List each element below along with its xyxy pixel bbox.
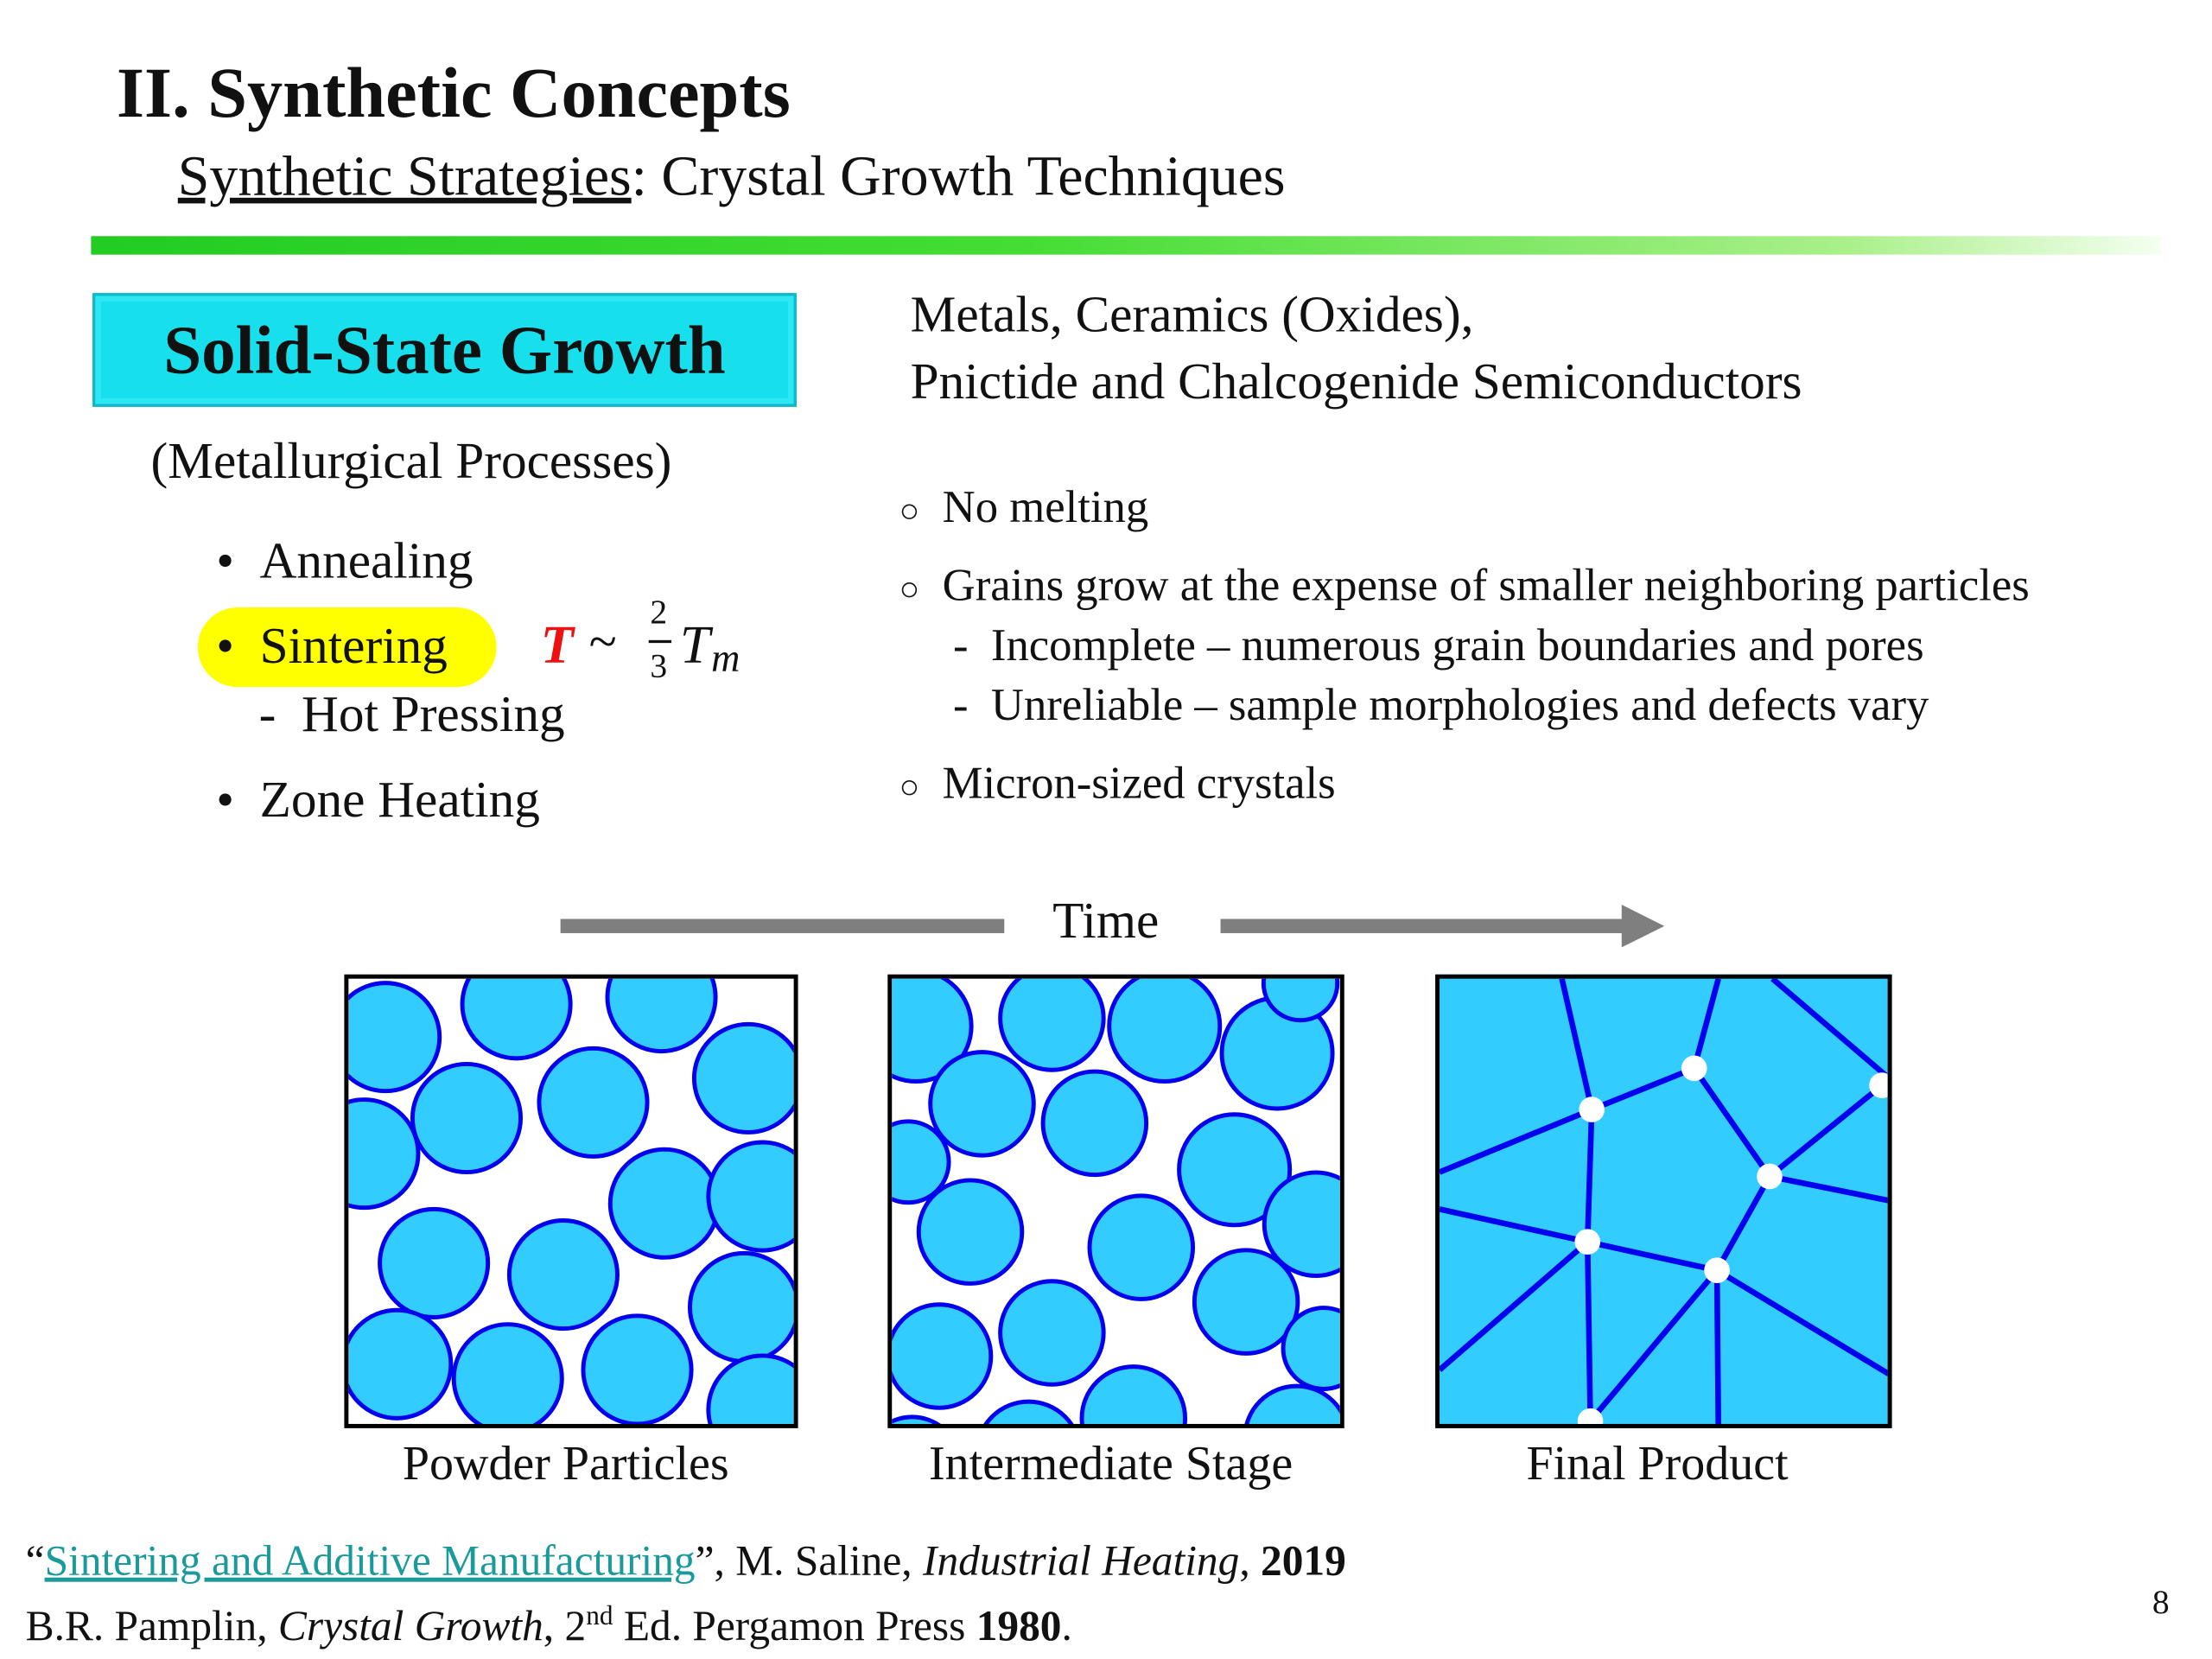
grain-particle [688,1250,794,1363]
grain-boundary [1440,1239,1590,1372]
grain-particle [1192,1248,1300,1356]
green-divider [91,236,2161,255]
grain-particle [706,1353,794,1424]
pore [1574,1229,1601,1255]
slide-subtitle: Synthetic Strategies: Crystal Growth Tec… [178,143,1286,209]
grain-particle [983,1399,1074,1424]
grain-boundary [1692,1066,1772,1179]
grain-particle [998,1279,1106,1387]
grain-particle [892,978,974,1084]
grain-particle [348,1307,454,1421]
grain-boundary [1559,978,1595,1110]
grain-boundary [1691,978,1721,1070]
reference-1: “Sintering and Additive Manufacturing”, … [25,1537,1346,1585]
subtitle-rest: : Crystal Growth Techniques [631,143,1286,208]
metallurgical-processes: (Metallurgical Processes) [150,432,672,490]
grain-particle [605,978,718,1054]
grain-particle [348,981,442,1094]
point-no-melting: ○ No melting [899,480,1149,532]
grain-particle [1244,1383,1340,1424]
solid-state-growth-box: Solid-State Growth [92,293,797,407]
time-arrowhead-icon [1621,905,1665,948]
time-label: Time [1052,892,1160,950]
grain-particle [1281,1306,1340,1391]
intermediate-stage-figure [892,978,1340,1424]
grain-particle [1261,978,1340,1023]
grain-particle [691,1021,794,1135]
materials-line-1: Metals, Ceramics (Oxides), [910,285,1474,343]
grain-particle [1079,1364,1188,1424]
grain-boundary [1588,1268,1719,1423]
grain-particle [410,1061,524,1175]
grain-particle [916,1178,1025,1286]
time-arrow-left-bar [560,918,1005,933]
subpoint-unreliable: - Unreliable – sample morphologies and d… [953,678,1929,730]
pore [1869,1072,1888,1098]
grain-boundary [1767,1083,1885,1179]
grain-particle [581,1313,694,1424]
final-product-figure [1440,978,1888,1424]
grain-particle [1177,1112,1293,1228]
grain-boundary [1584,1242,1593,1421]
caption-powder-particles: Powder Particles [402,1438,729,1491]
grain-boundary [1769,1173,1888,1204]
page-number: 8 [2152,1584,2170,1622]
grain-particle [1262,1170,1340,1278]
grain-boundary [1770,978,1888,1081]
grain-boundary [1714,1174,1772,1272]
sub-bullet-hot-pressing: - Hot Pressing [258,685,565,743]
grain-particle [348,1097,421,1211]
grain-particle [537,1046,650,1159]
grain-particle [378,1206,491,1319]
grain-boundary [1440,1206,1588,1245]
time-arrow-right-bar [1220,918,1626,933]
reference-1-link[interactable]: Sintering and Additive Manufacturing [44,1537,696,1585]
grain-particle [607,1147,721,1260]
grain-particle [451,1322,564,1424]
fraction-bar [648,639,672,644]
materials-line-2: Pnictide and Chalcogenide Semiconductors [910,353,1802,410]
bullet-zone-heating: • Zone Heating [216,771,540,829]
subpoint-incomplete: - Incomplete – numerous grain boundaries… [953,619,1924,671]
grain-particle [1087,1193,1196,1301]
point-micron-sized: ○ Micron-sized crystals [899,756,1336,809]
slide-title: II. Synthetic Concepts [116,52,791,133]
grain-boundary [1584,1109,1595,1243]
grain-particle [460,978,573,1061]
intermediate-stage-panel [887,974,1344,1428]
caption-final-product: Final Product [1526,1438,1789,1491]
grain-particle [1040,1069,1149,1178]
powder-particles-panel [344,974,798,1428]
grain-boundary [1713,1270,1721,1424]
grain-particle [928,1050,1036,1158]
bullet-annealing: • Annealing [216,531,474,589]
subtitle-underlined: Synthetic Strategies [177,143,632,208]
grain-particle [706,1140,794,1253]
sintering-highlight [197,607,497,688]
grain-particle [1107,978,1223,1084]
point-grains-grow: ○ Grains grow at the expense of smaller … [899,558,2030,611]
reference-2: B.R. Pamplin, Crystal Growth, 2nd Ed. Pe… [25,1601,1072,1650]
grain-particle [892,1119,951,1205]
grain-boundary [1586,1239,1718,1274]
pore [1757,1163,1783,1190]
powder-particles-figure [348,978,794,1424]
grain-particle [892,1302,994,1410]
pore [1704,1257,1730,1283]
grain-boundary [1590,1065,1695,1113]
grain-particle [892,1414,941,1424]
pore [1579,1096,1605,1122]
grain-particle [998,978,1106,1072]
pore [1577,1408,1604,1424]
bullet-sintering: • Sintering [216,617,448,675]
final-product-panel [1435,974,1892,1428]
caption-intermediate-stage: Intermediate Stage [929,1438,1294,1491]
grain-particle [506,1218,620,1332]
grain-boundary [1715,1268,1888,1377]
grain-boundary [1440,1107,1593,1175]
pore [1681,1055,1707,1082]
